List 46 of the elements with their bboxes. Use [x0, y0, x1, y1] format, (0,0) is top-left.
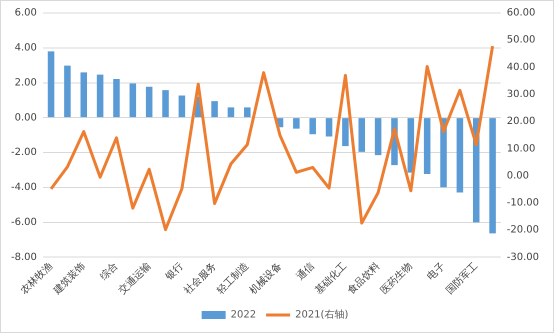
- bar: [48, 51, 54, 118]
- x-tick-label: 通信: [294, 260, 317, 283]
- y-tick-label: -4.00: [11, 182, 37, 194]
- bar: [211, 101, 218, 118]
- legend-label: 2021(右轴): [295, 308, 348, 321]
- bar: [178, 96, 186, 118]
- y2-tick-label: 60.00: [506, 8, 536, 19]
- y-tick-label: -2.00: [11, 147, 37, 158]
- y-tick-label: 0.00: [14, 112, 37, 124]
- y-tick-label: -6.00: [11, 216, 37, 228]
- bar: [64, 66, 71, 118]
- bar: [162, 90, 169, 118]
- x-tick-label: 银行: [163, 260, 186, 284]
- y-tick-label: -8.00: [11, 252, 37, 263]
- bar: [80, 72, 88, 118]
- bar: [342, 118, 349, 146]
- bar: [130, 83, 136, 118]
- bar: [489, 118, 496, 234]
- bar: [374, 118, 382, 156]
- bar: [244, 107, 251, 118]
- bar: [228, 107, 234, 118]
- bar: [96, 74, 104, 118]
- legend-label: 2022: [230, 310, 256, 321]
- x-tick-label: 医药生物: [378, 260, 415, 297]
- y-tick-label: 6.00: [14, 8, 37, 19]
- y2-tick-label: 0.00: [506, 170, 530, 182]
- y2-tick-label: 50.00: [506, 34, 536, 46]
- y-tick-label: 2.00: [14, 77, 37, 88]
- bar: [113, 78, 120, 118]
- x-tick-label: 机械设备: [247, 260, 284, 297]
- bar: [408, 118, 414, 173]
- y2-tick-label: 40.00: [506, 62, 536, 73]
- y-tick-label: 4.00: [14, 42, 37, 54]
- y2-tick-label: 10.00: [506, 143, 536, 154]
- y2-tick-label: -20.00: [506, 224, 540, 236]
- bar: [293, 118, 300, 129]
- y2-tick-label: -10.00: [506, 198, 540, 209]
- bar: [146, 86, 152, 118]
- y2-tick-label: -30.00: [506, 252, 540, 263]
- bar: [424, 118, 430, 174]
- bar: [456, 118, 464, 193]
- y2-tick-label: 20.00: [506, 116, 536, 128]
- bar: [358, 118, 366, 152]
- bar: [326, 118, 332, 137]
- bar: [309, 118, 316, 134]
- y2-tick-label: 30.00: [506, 89, 536, 100]
